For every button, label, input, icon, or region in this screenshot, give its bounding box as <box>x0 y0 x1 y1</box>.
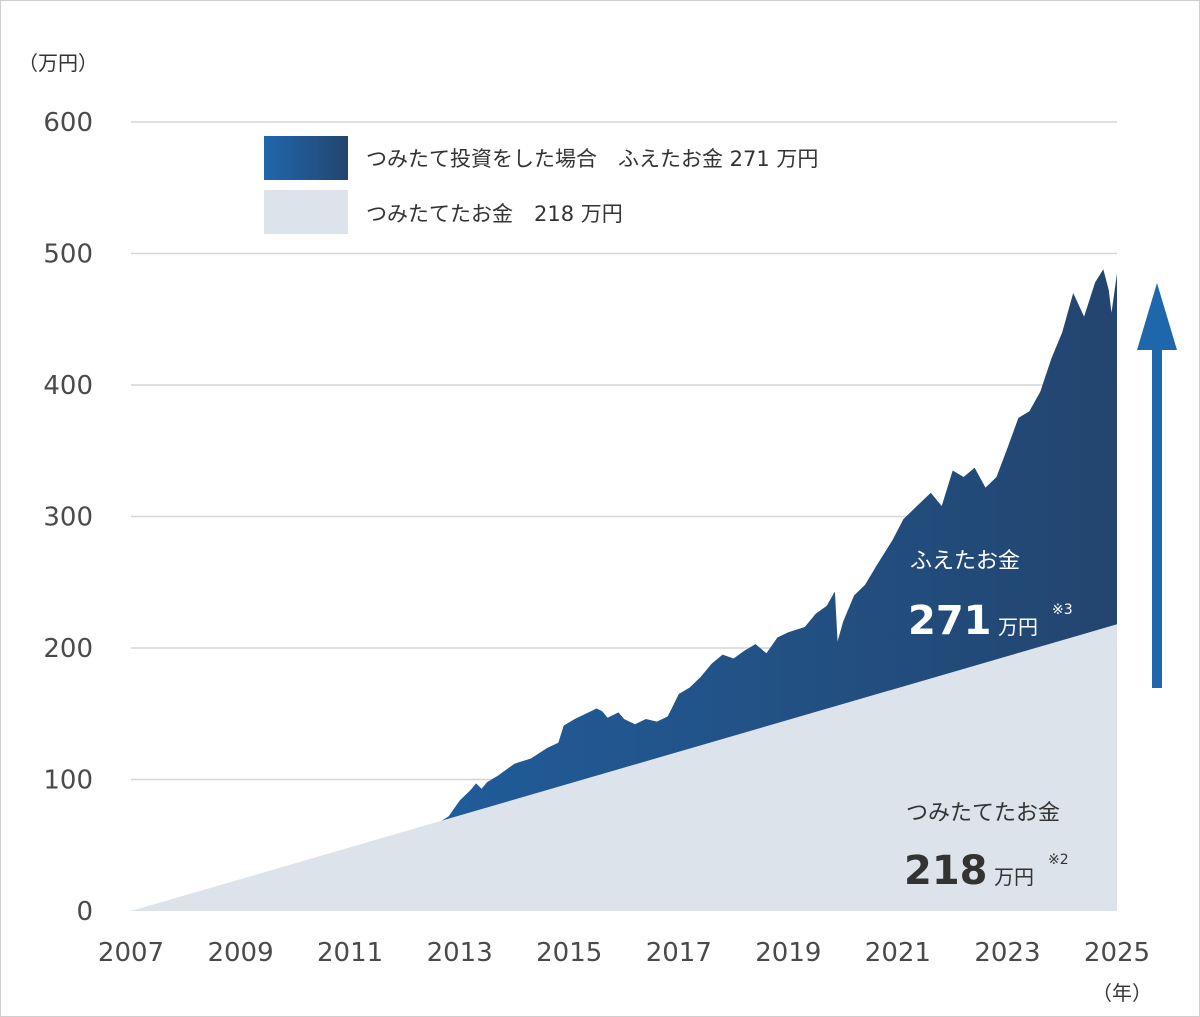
y-tick-label: 0 <box>76 897 93 927</box>
x-tick-label: 2021 <box>865 938 931 968</box>
annotation-increase-title: ふえたお金 <box>910 549 1020 574</box>
annotation-contributed-value: 218 <box>904 848 988 894</box>
y-axis: 0 100 200 300 400 500 600 <box>43 108 93 927</box>
annotation-contributed-title: つみたてたお金 <box>906 801 1060 826</box>
growth-arrow-icon <box>1137 283 1177 688</box>
x-tick-label: 2009 <box>207 938 273 968</box>
y-tick-label: 500 <box>43 240 93 270</box>
y-axis-unit-label: （万円） <box>18 51 98 75</box>
legend: つみたて投資をした場合 ふえたお金 271 万円 つみたてたお金 218 万円 <box>264 136 818 234</box>
annotation-increase-unit: 万円 <box>998 615 1038 639</box>
y-tick-label: 600 <box>43 108 93 138</box>
legend-label-investment: つみたて投資をした場合 ふえたお金 271 万円 <box>366 147 818 171</box>
annotation-increase: ふえたお金 271 万円 ※3 <box>908 549 1073 644</box>
annotation-contributed-note: ※2 <box>1048 852 1069 868</box>
annotation-increase-value: 271 <box>908 598 992 644</box>
x-tick-label: 2025 <box>1084 938 1150 968</box>
x-axis-unit-label: （年） <box>1092 981 1152 1005</box>
series-contributions-area <box>131 624 1117 911</box>
x-tick-label: 2013 <box>427 938 493 968</box>
annotation-contributed-unit: 万円 <box>994 865 1034 889</box>
x-tick-label: 2007 <box>98 938 164 968</box>
y-tick-label: 300 <box>43 503 93 533</box>
x-tick-label: 2011 <box>317 938 383 968</box>
x-axis: 2007 2009 2011 2013 2015 2017 2019 2021 2023 2025 <box>98 938 1150 968</box>
legend-swatch-investment <box>264 136 348 180</box>
legend-swatch-contributions <box>264 190 348 234</box>
x-tick-label: 2015 <box>536 938 602 968</box>
x-tick-label: 2017 <box>646 938 712 968</box>
y-tick-label: 100 <box>43 766 93 796</box>
x-tick-label: 2023 <box>974 938 1040 968</box>
legend-label-contributions: つみたてたお金 218 万円 <box>366 202 623 226</box>
annotation-increase-note: ※3 <box>1052 602 1073 618</box>
y-tick-label: 200 <box>43 634 93 664</box>
annotation-contributed: つみたてたお金 218 万円 ※2 <box>904 801 1069 894</box>
y-tick-label: 400 <box>43 371 93 401</box>
x-tick-label: 2019 <box>755 938 821 968</box>
